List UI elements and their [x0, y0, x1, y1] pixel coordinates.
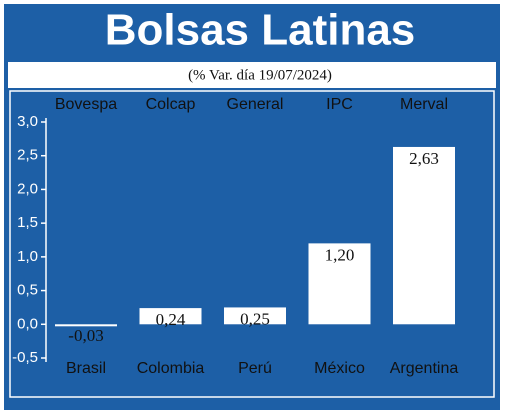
index-name: Merval — [400, 96, 448, 113]
value-label: 2,63 — [409, 149, 439, 168]
index-name: IPC — [326, 96, 353, 113]
y-tick-label: 1,5 — [17, 214, 38, 231]
frame — [9, 90, 495, 398]
y-tick-label: -0,5 — [12, 349, 38, 366]
chart-subtitle: (% Var. día 19/07/2024) — [188, 67, 332, 83]
value-label: 0,25 — [240, 309, 270, 328]
bar — [393, 146, 455, 325]
index-name: Colcap — [146, 96, 196, 113]
x-tick-label: Brasil — [66, 360, 106, 377]
bar — [139, 308, 202, 325]
y-tick-label: 3,0 — [17, 113, 38, 130]
y-tick-label: 0,5 — [17, 282, 38, 299]
bar — [224, 307, 286, 325]
value-label: -0,03 — [68, 326, 103, 345]
chart-title: Bolsas Latinas — [105, 6, 416, 55]
y-tick-label: 0,0 — [17, 315, 38, 332]
y-tick-label: 1,0 — [17, 248, 38, 265]
x-tick-label: Colombia — [137, 360, 205, 377]
y-tick-label: 2,5 — [17, 147, 38, 164]
value-label: 0,24 — [156, 310, 186, 329]
subtitle-band — [8, 62, 496, 88]
x-tick-label: México — [314, 360, 365, 377]
value-label: 1,20 — [325, 245, 355, 264]
x-tick-label: Perú — [238, 360, 272, 377]
index-name: General — [227, 96, 284, 113]
x-tick-label: Argentina — [390, 360, 459, 377]
bar — [55, 324, 117, 327]
index-name: Bovespa — [55, 96, 117, 113]
bar — [308, 243, 371, 325]
y-tick-label: 2,0 — [17, 180, 38, 197]
